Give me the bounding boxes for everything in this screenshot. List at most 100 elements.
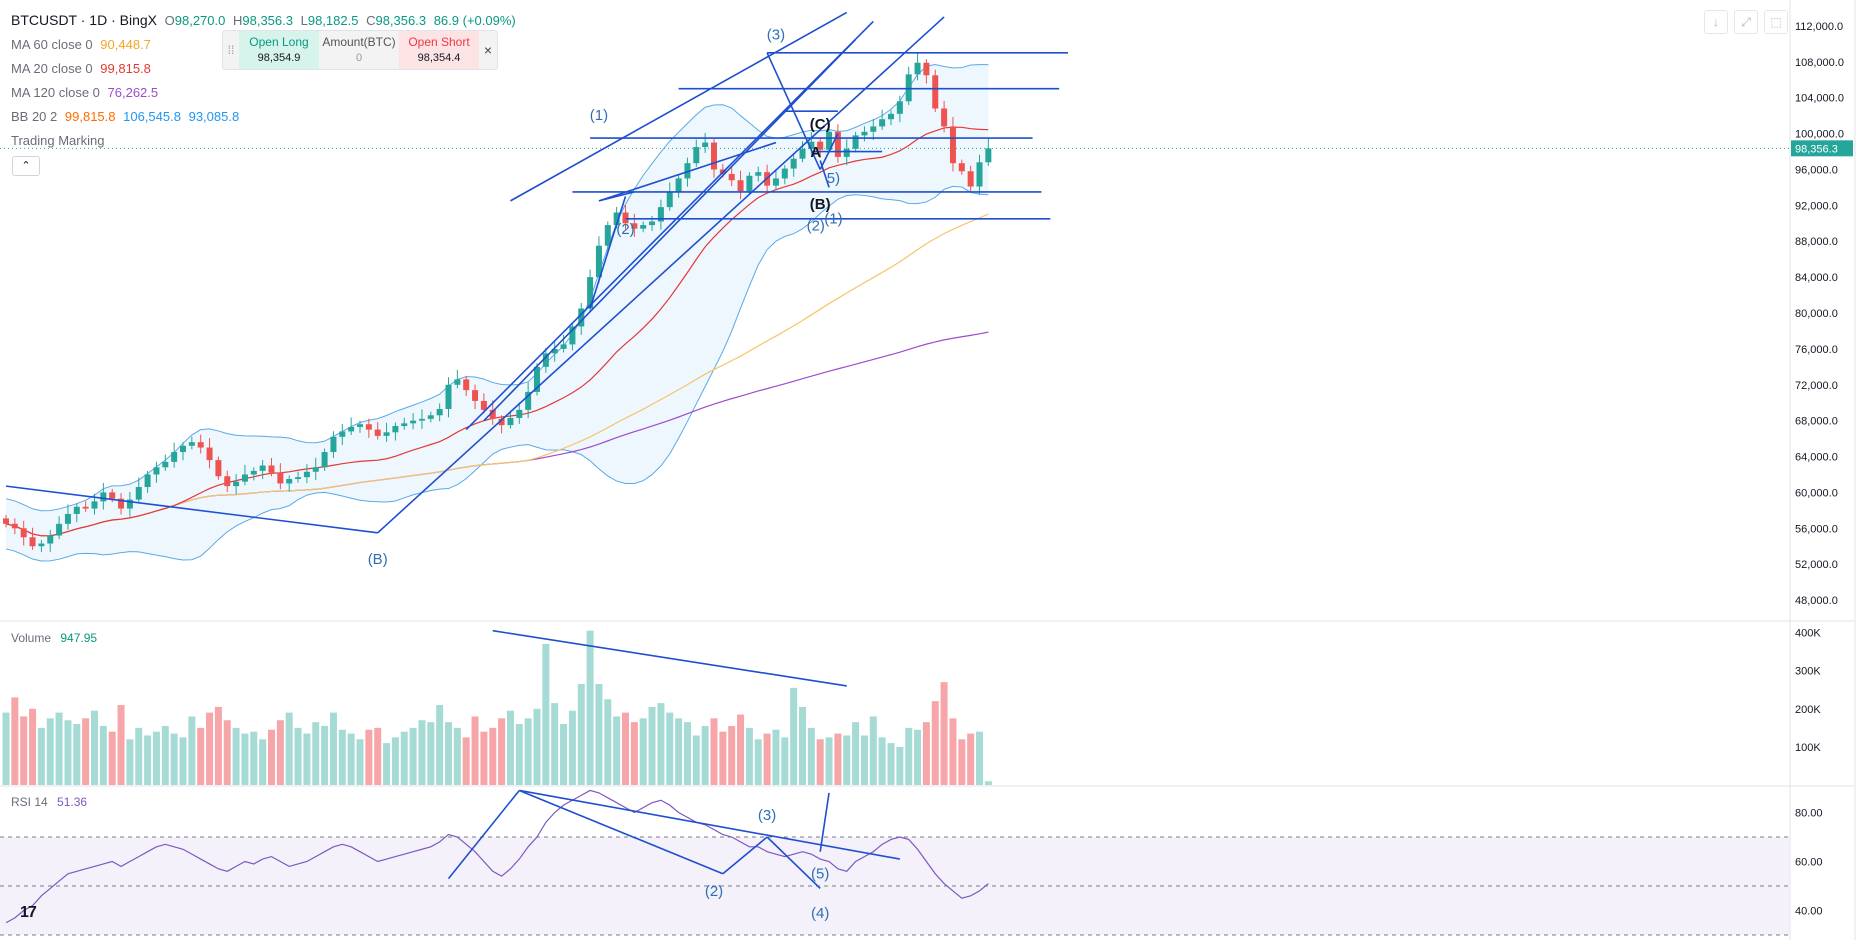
candle[interactable] [365,424,372,430]
candle[interactable] [737,180,744,191]
candle[interactable] [259,465,266,471]
candle[interactable] [180,445,186,453]
volume-bar[interactable] [223,720,231,785]
candle[interactable] [657,207,664,222]
volume-bar[interactable] [816,739,824,785]
candle[interactable] [560,344,567,349]
candle[interactable] [339,431,346,437]
candle[interactable] [914,62,921,75]
volume-bar[interactable] [524,718,532,785]
candle[interactable] [896,101,903,114]
volume-bar[interactable] [648,706,656,785]
candle[interactable] [949,126,956,164]
volume-bar[interactable] [161,725,169,785]
volume-bar[interactable] [55,712,63,785]
candle[interactable] [843,148,850,157]
candle[interactable] [826,131,833,150]
trendline[interactable] [510,11,848,202]
volume-bar[interactable] [232,727,240,785]
candle[interactable] [188,442,195,446]
volume-bar[interactable] [905,727,913,785]
candle[interactable] [233,481,240,487]
volume-bar[interactable] [896,746,904,785]
candle[interactable] [852,135,859,149]
candle[interactable] [480,400,487,410]
volume-bar[interactable] [188,716,196,785]
candle[interactable] [295,477,302,479]
candle[interactable] [268,465,275,473]
volume-bar[interactable] [2,712,10,785]
volume-bar[interactable] [613,716,621,785]
volume-bar[interactable] [860,735,868,785]
volume-bar[interactable] [630,722,638,785]
volume-bar[interactable] [29,708,37,785]
candle[interactable] [923,62,930,76]
rsi-line[interactable] [5,789,989,924]
candle[interactable] [675,178,682,192]
candle[interactable] [126,499,133,509]
open-short-button[interactable]: Open Short 98,354.4 [399,31,479,69]
volume-bar[interactable] [37,727,45,785]
volume-bar[interactable] [99,725,107,785]
volume-bar[interactable] [436,705,444,785]
candle[interactable] [587,277,594,309]
candle[interactable] [569,326,576,345]
candle[interactable] [330,436,337,453]
volume-bar[interactable] [577,684,585,785]
volume-bar[interactable] [639,718,647,785]
candle[interactable] [755,172,762,176]
volume-bar[interactable] [108,731,116,785]
volume-bar[interactable] [445,722,452,785]
volume-bar[interactable] [383,743,391,785]
collapse-legend-button[interactable]: ⌃ [12,156,40,176]
candle[interactable] [224,476,231,487]
wave-line[interactable] [819,133,839,170]
candle[interactable] [958,163,965,172]
volume-bar[interactable] [701,725,709,785]
rsi-trendline[interactable] [722,836,768,875]
volume-bar[interactable] [285,712,293,785]
volume-bar[interactable] [754,739,762,785]
candle[interactable] [578,308,585,327]
candle[interactable] [932,75,939,109]
volume-bar[interactable] [480,731,488,785]
volume-bar[interactable] [374,727,382,785]
volume-bar[interactable] [276,720,284,785]
candle[interactable] [772,178,779,186]
wave-line[interactable] [819,160,830,188]
candle[interactable] [357,424,363,427]
rsi-trendline[interactable] [519,789,900,860]
volume-bar[interactable] [268,729,275,785]
volume-bar[interactable] [462,737,470,785]
trendline[interactable] [589,196,627,309]
volume-bar[interactable] [869,716,877,785]
ma60-legend[interactable]: MA 60 close 0 90,448.7 [11,37,155,53]
candle[interactable] [197,442,204,448]
candle[interactable] [799,148,806,159]
candle[interactable] [303,471,310,478]
candle[interactable] [525,391,532,410]
candle[interactable] [507,417,514,426]
candle[interactable] [454,379,461,385]
volume-bar[interactable] [781,737,789,785]
candle[interactable] [100,492,107,502]
volume-bar[interactable] [82,718,90,785]
close-icon[interactable]: × [483,42,493,58]
volume-bar[interactable] [506,710,514,785]
volume-bar[interactable] [135,727,143,785]
volume-bar[interactable] [533,708,541,785]
candle[interactable] [985,148,992,163]
candle[interactable] [879,119,886,127]
candle[interactable] [38,543,45,547]
volume-legend[interactable]: Volume 947.95 [11,631,97,645]
candle[interactable] [808,141,815,149]
candle[interactable] [312,467,319,472]
volume-bar[interactable] [126,739,134,785]
volume-bar[interactable] [206,712,214,785]
trendline[interactable] [483,38,857,422]
volume-bar[interactable] [498,718,506,785]
volume-bar[interactable] [179,737,187,785]
bollinger-lower-line[interactable] [5,185,989,562]
volume-bar[interactable] [489,727,497,785]
candle[interactable] [109,492,116,499]
